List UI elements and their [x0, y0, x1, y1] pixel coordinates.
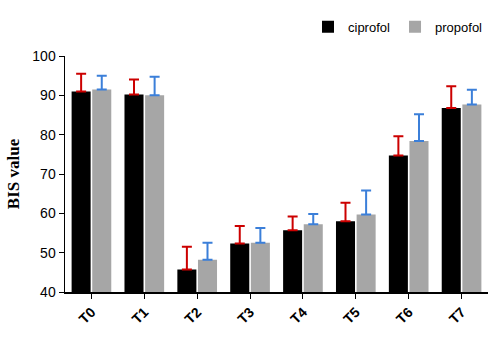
svg-text:90: 90	[40, 87, 56, 103]
svg-text:50: 50	[40, 245, 56, 261]
svg-text:70: 70	[40, 166, 56, 182]
svg-text:T0: T0	[76, 304, 99, 327]
svg-text:BIS value: BIS value	[4, 138, 23, 209]
svg-text:T4: T4	[287, 304, 310, 327]
svg-text:T5: T5	[340, 304, 363, 327]
svg-text:T6: T6	[393, 304, 416, 327]
svg-text:ciprofol: ciprofol	[348, 20, 390, 35]
svg-text:T3: T3	[234, 304, 257, 327]
svg-text:propofol: propofol	[435, 20, 482, 35]
svg-text:40: 40	[40, 284, 56, 300]
svg-text:T1: T1	[129, 304, 152, 327]
svg-text:T7: T7	[446, 304, 469, 327]
svg-text:T2: T2	[181, 304, 204, 327]
svg-text:100: 100	[32, 48, 56, 64]
svg-text:80: 80	[40, 127, 56, 143]
svg-text:60: 60	[40, 205, 56, 221]
